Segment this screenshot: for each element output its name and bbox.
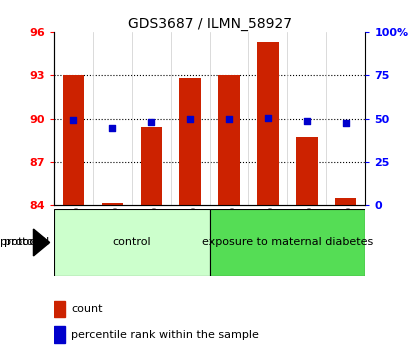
Point (226, 116, 232, 121)
Text: count: count (71, 304, 103, 314)
Text: protocol: protocol (4, 238, 49, 247)
Point (342, 120, 349, 126)
Bar (54, 301, 65, 317)
Point (303, 118, 310, 124)
Bar (210, 209, 365, 276)
Bar (257, 42, 278, 205)
Bar (141, 127, 162, 205)
Point (187, 116, 193, 122)
Text: percentile rank within the sample: percentile rank within the sample (71, 330, 259, 340)
Bar (218, 75, 240, 205)
Point (109, 125, 116, 131)
Text: control: control (112, 238, 151, 247)
Bar (102, 203, 123, 205)
Title: GDS3687 / ILMN_58927: GDS3687 / ILMN_58927 (127, 17, 292, 31)
Text: protocol: protocol (0, 238, 45, 247)
Bar (335, 198, 356, 205)
Bar (179, 78, 201, 205)
Bar (63, 75, 84, 205)
Point (265, 115, 271, 121)
Bar (54, 209, 210, 276)
Point (148, 120, 154, 125)
Bar (296, 137, 317, 205)
Polygon shape (34, 229, 50, 256)
Bar (54, 326, 65, 343)
Point (70, 118, 77, 123)
Text: exposure to maternal diabetes: exposure to maternal diabetes (202, 238, 373, 247)
